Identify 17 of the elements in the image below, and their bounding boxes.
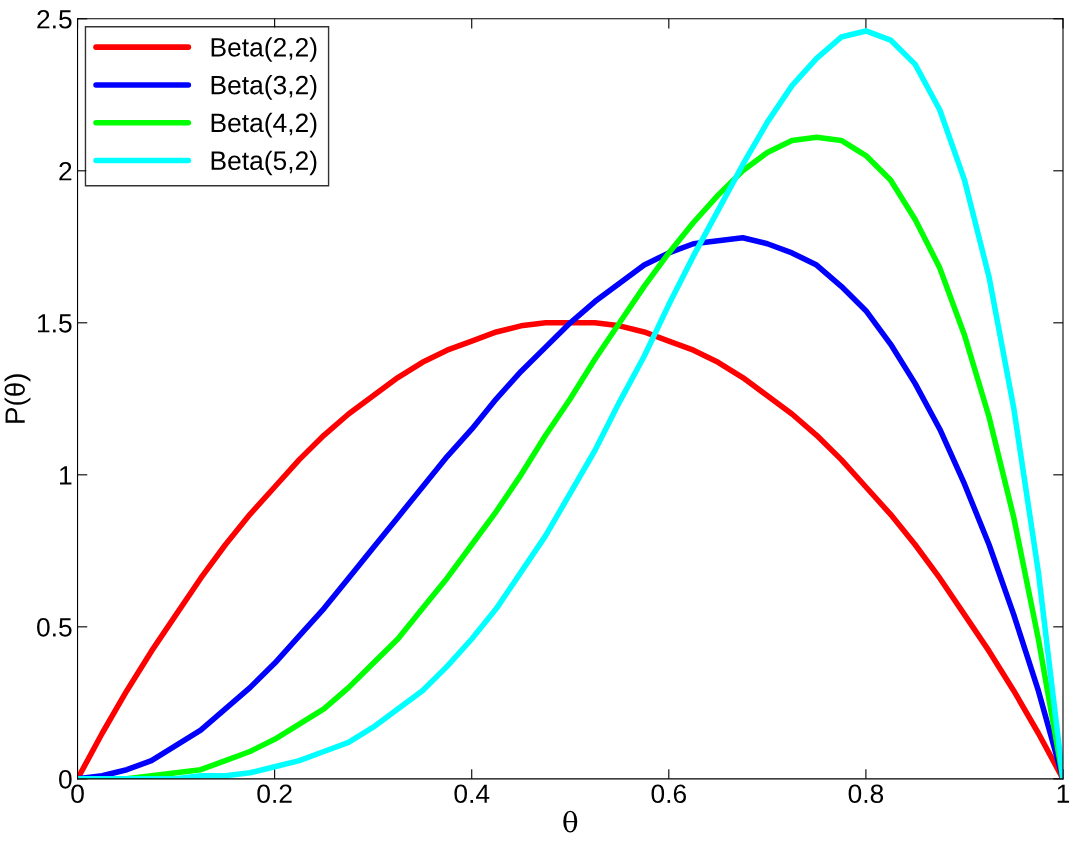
y-tick-label: 0 (59, 769, 72, 789)
y-tick-label: 0.5 (37, 617, 72, 637)
x-tick-label: 0.2 (257, 784, 292, 804)
y-tick-label: 1.5 (38, 314, 72, 333)
y-axis-title: P(θ) (4, 374, 31, 423)
x-tick-label: 0.4 (454, 784, 490, 804)
legend-label: Beta(5,2) (211, 150, 317, 176)
y-tick-label: 2 (59, 161, 72, 181)
legend-label: Beta(3,2) (211, 75, 317, 100)
y-tick-label: 1 (60, 466, 72, 485)
legend-label: Beta(2,2) (211, 37, 317, 62)
x-tick-label: 0.6 (651, 784, 686, 804)
x-tick-label: 0.8 (848, 784, 884, 804)
legend-label: Beta(4,2) (211, 112, 317, 138)
x-axis-title: θ (563, 810, 578, 833)
x-tick-label: 1 (1057, 784, 1070, 803)
y-tick-label: 2.5 (37, 9, 72, 29)
